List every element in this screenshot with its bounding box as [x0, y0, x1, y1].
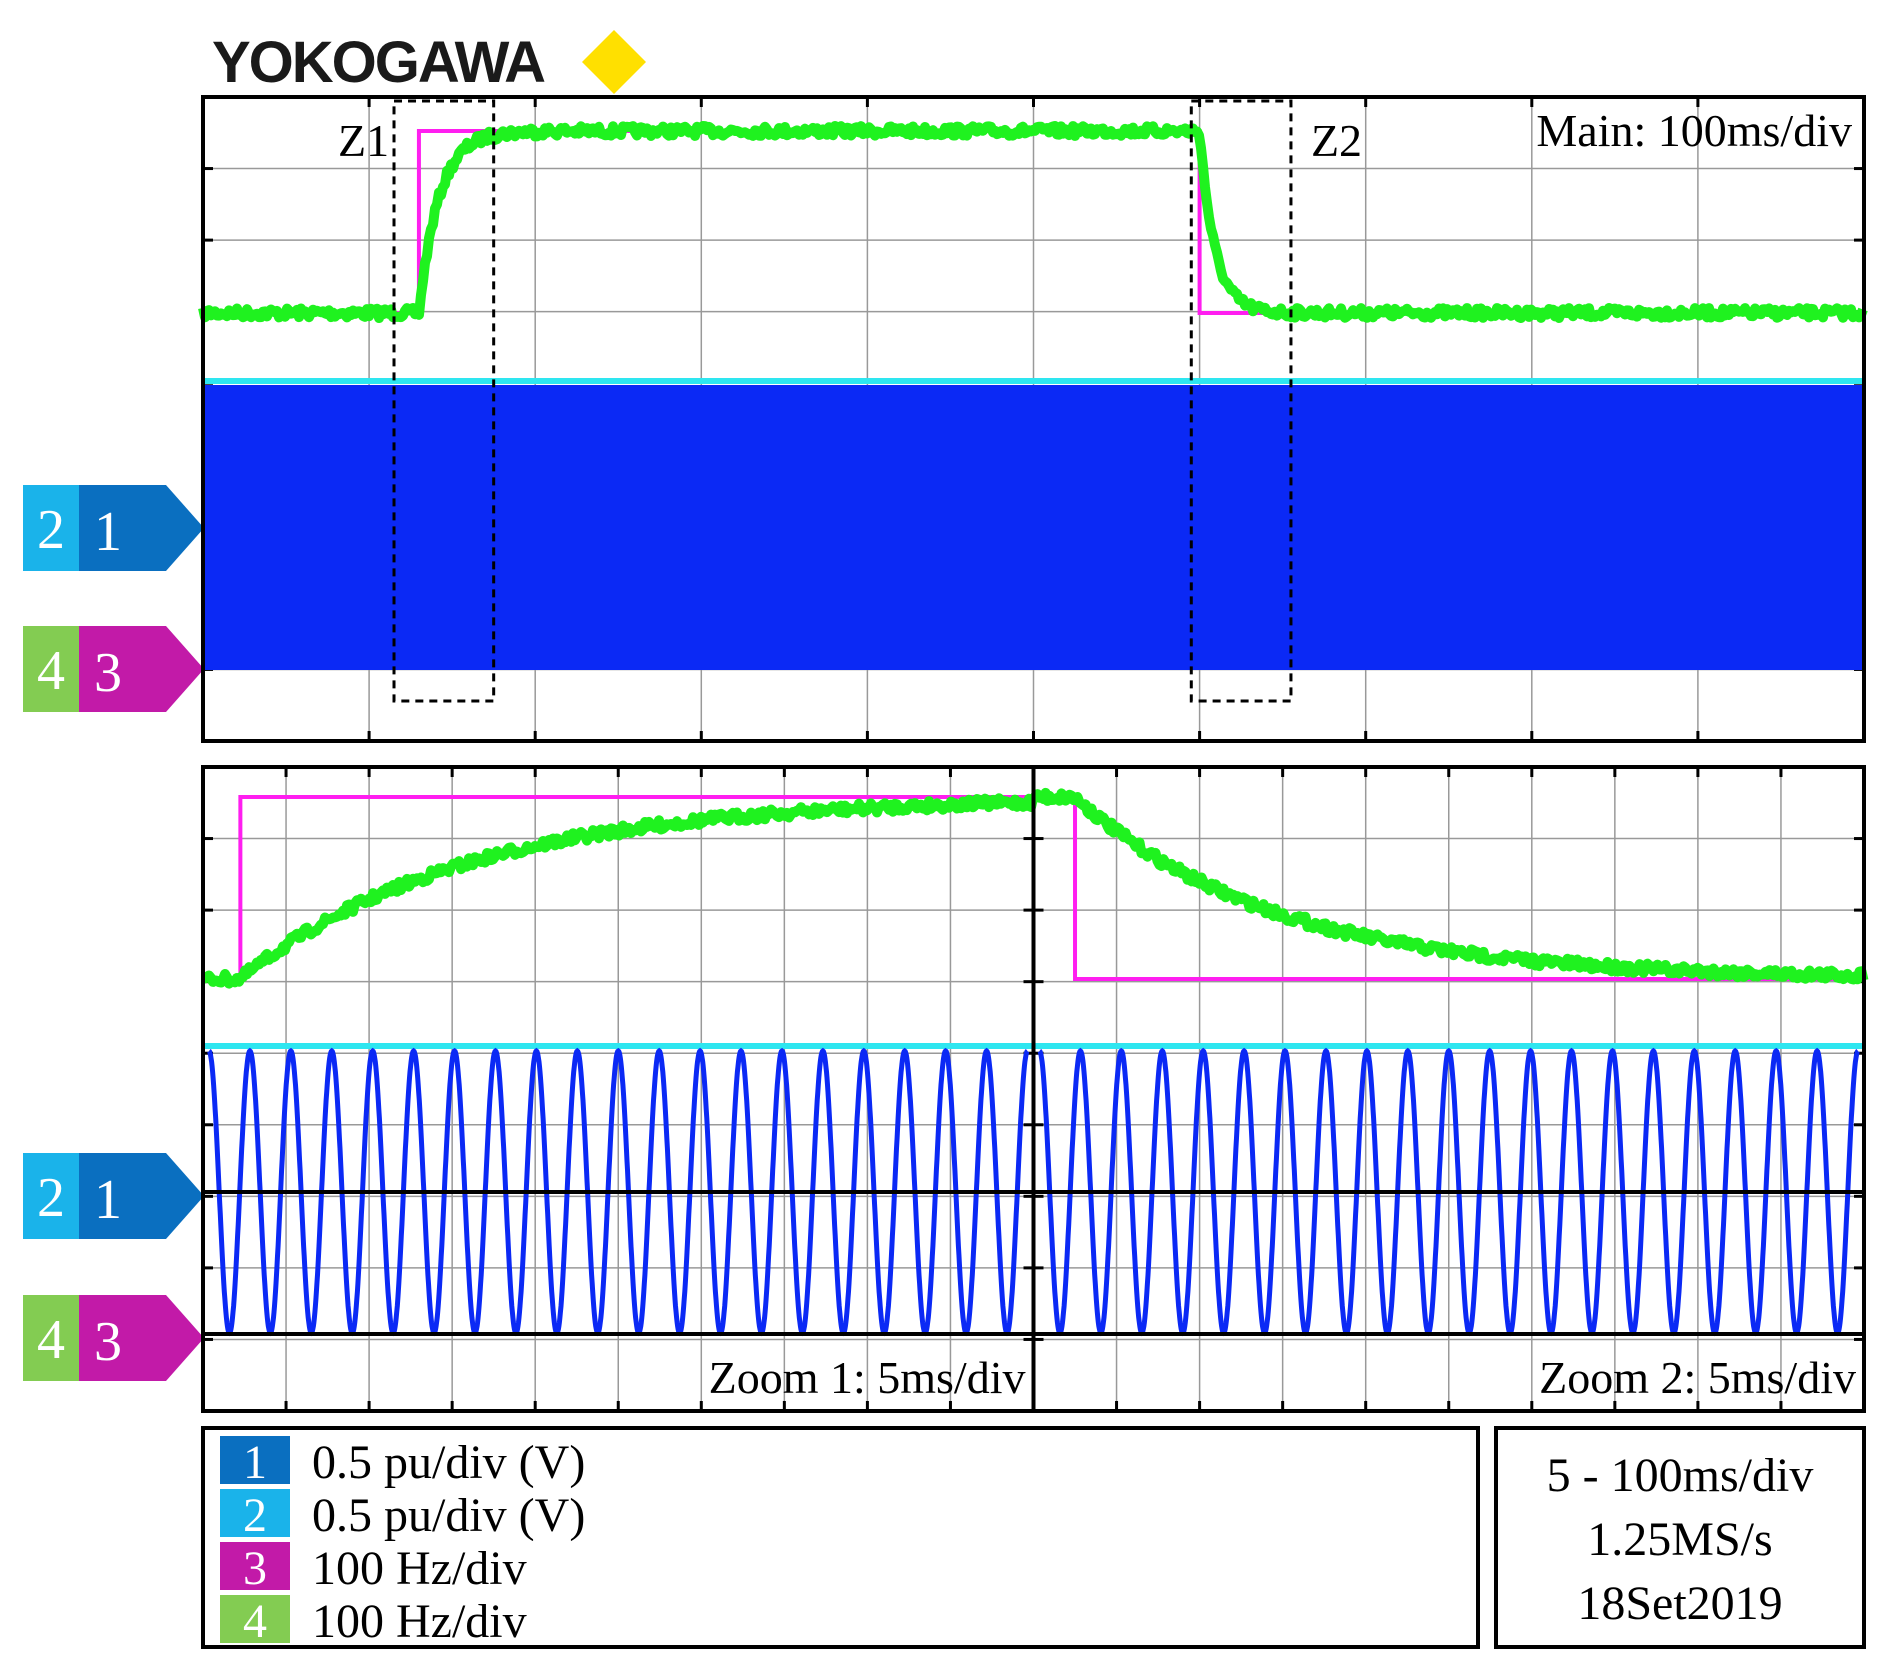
marker-ch2-label: 2: [37, 1167, 65, 1229]
brand-name: YOKOGAWA: [212, 30, 545, 95]
zoom1-subpanel: Zoom 1: 5ms/div: [200, 767, 1038, 1411]
legend-rows: 1 0.5 pu/div (V) 2 0.5 pu/div (V) 3 100 Hz/di…: [220, 1436, 585, 1648]
legend-ch1-scale: 0.5 pu/div (V): [312, 1436, 585, 1489]
marker-ch2-label: 2: [37, 499, 65, 561]
legend-ch2-scale: 0.5 pu/div (V): [312, 1489, 585, 1542]
legend-ch3-scale: 100 Hz/div: [312, 1542, 527, 1595]
sample-rate-text: 1.25MS/s: [1587, 1513, 1772, 1566]
legend-ch4-scale: 100 Hz/div: [312, 1595, 527, 1648]
legend-ch1-swatch: [220, 1436, 290, 1484]
legend-frame: [201, 1426, 1480, 1649]
main-timebase-label: Main: 100ms/div: [1536, 105, 1852, 156]
marker-ch4-label: 4: [37, 1309, 65, 1371]
series-4-trace: [1029, 787, 1869, 985]
marker-ch2-box: [23, 1153, 79, 1239]
grid: [1033, 767, 1864, 1411]
zoom1-window-label: Z1: [338, 115, 389, 166]
zoom1-window: [392, 99, 496, 703]
zoom1-timebase-label: Zoom 1: 5ms/div: [709, 1352, 1026, 1403]
brand-logo: YOKOGAWA: [212, 30, 646, 95]
marker-ch3-arrow: [79, 1295, 204, 1381]
channel-legend: 1 0.5 pu/div (V) 2 0.5 pu/div (V) 3 100 Hz/di…: [201, 1426, 1480, 1649]
marker-ch1-arrow: [79, 485, 204, 571]
marker-ch1-label: 1: [94, 1169, 122, 1231]
marker-ch4-box: [23, 1295, 79, 1381]
legend-ch2-number: 2: [243, 1489, 267, 1542]
series-1-trace: [207, 1047, 1030, 1337]
zoom2-timebase-label: Zoom 2: 5ms/div: [1539, 1352, 1856, 1403]
timebase-text: 5 - 100ms/div: [1547, 1449, 1814, 1502]
main-panel: Z1 Z2 Main: 100ms/div: [198, 95, 1868, 743]
legend-row-4: 4 100 Hz/div: [220, 1595, 527, 1648]
legend-ch3-number: 3: [243, 1542, 267, 1595]
legend-ch4-number: 4: [243, 1595, 267, 1648]
marker-ch3-label: 3: [94, 642, 122, 704]
series-1-trace: [1037, 1047, 1860, 1337]
zoom2-window: [1189, 99, 1293, 703]
legend-ch3-swatch: [220, 1542, 290, 1590]
legend-row-2: 2 0.5 pu/div (V): [220, 1489, 585, 1542]
channel-markers: 2 14 32 14 3: [23, 485, 204, 1381]
info-frame: [1494, 1426, 1866, 1649]
marker-ch3-label: 3: [94, 1311, 122, 1373]
zoom-frame: [201, 765, 1866, 1413]
legend-ch2-swatch: [220, 1489, 290, 1537]
marker-ch1-arrow: [79, 1153, 204, 1239]
legend-row-3: 3 100 Hz/div: [220, 1542, 527, 1595]
marker-ch3-arrow: [79, 626, 204, 712]
acquisition-info: 5 - 100ms/div 1.25MS/s 18Set2019: [1494, 1426, 1866, 1649]
marker-ch4-box: [23, 626, 79, 712]
marker-ch1-label: 1: [94, 501, 122, 563]
date-text: 18Set2019: [1577, 1577, 1782, 1630]
series-4-trace: [198, 121, 1868, 323]
series-1-trace: [205, 385, 1862, 670]
marker-ch4-label: 4: [37, 640, 65, 702]
zoom2-window-label: Z2: [1311, 115, 1362, 166]
series-4-trace: [200, 793, 1038, 989]
main-frame: [201, 95, 1866, 743]
legend-row-1: 1 0.5 pu/div (V): [220, 1436, 585, 1489]
legend-ch4-swatch: [220, 1595, 290, 1643]
marker-ch2-box: [23, 485, 79, 571]
brand-diamond-icon: [582, 30, 646, 94]
zoom-panel: Zoom 1: 5ms/div Zoom 2: 5ms/div: [200, 765, 1869, 1413]
legend-ch1-number: 1: [243, 1436, 267, 1489]
